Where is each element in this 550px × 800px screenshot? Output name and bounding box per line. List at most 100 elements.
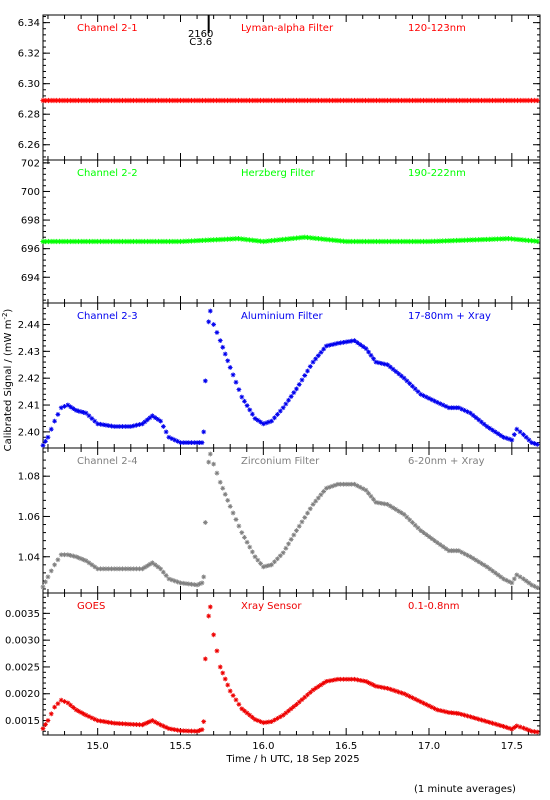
data-point xyxy=(175,238,181,245)
data-point xyxy=(169,97,175,104)
data-point xyxy=(178,580,183,586)
data-point xyxy=(65,402,71,408)
data-point xyxy=(166,726,172,731)
data-point xyxy=(415,97,421,104)
data-point xyxy=(197,97,203,104)
data-point xyxy=(434,97,440,104)
data-point xyxy=(525,237,532,244)
data-point xyxy=(161,97,167,104)
data-point xyxy=(78,409,84,415)
data-point xyxy=(453,548,459,554)
data-point xyxy=(241,236,247,242)
data-point xyxy=(183,440,189,446)
data-point xyxy=(373,97,380,104)
data-point xyxy=(511,432,517,437)
data-point xyxy=(155,416,161,422)
data-point xyxy=(199,727,205,733)
data-point xyxy=(230,97,236,104)
data-point xyxy=(252,554,258,560)
data-point xyxy=(211,461,217,467)
data-point xyxy=(208,97,214,104)
data-point xyxy=(451,405,457,411)
data-point xyxy=(492,721,498,727)
data-point xyxy=(134,722,140,727)
data-point xyxy=(470,556,476,561)
data-point xyxy=(338,481,344,487)
data-point xyxy=(133,97,139,104)
data-point xyxy=(401,691,407,697)
data-point xyxy=(158,418,164,424)
data-point xyxy=(137,422,142,427)
data-point xyxy=(142,238,148,245)
data-point xyxy=(48,97,54,104)
data-point xyxy=(479,419,484,425)
data-point xyxy=(128,721,134,727)
data-point xyxy=(147,719,153,725)
data-point xyxy=(142,97,148,104)
data-point xyxy=(186,728,192,734)
data-point xyxy=(299,234,305,241)
data-point xyxy=(354,238,360,245)
data-point xyxy=(194,238,200,244)
data-point xyxy=(421,530,426,535)
data-point xyxy=(354,97,360,104)
data-point xyxy=(40,726,46,731)
data-point xyxy=(62,699,67,704)
data-point xyxy=(410,695,415,701)
data-point xyxy=(70,406,76,412)
data-point xyxy=(487,425,493,431)
data-point xyxy=(503,435,509,441)
data-point xyxy=(404,514,410,520)
data-point xyxy=(70,238,76,245)
data-point xyxy=(45,574,51,580)
data-point xyxy=(147,561,153,567)
data-point xyxy=(175,727,181,733)
data-point xyxy=(114,238,120,245)
data-point xyxy=(506,579,512,584)
data-point xyxy=(269,238,275,244)
data-point xyxy=(219,97,225,104)
y-tick-label: 0.0025 xyxy=(5,662,40,673)
panel-frame xyxy=(42,592,541,736)
data-point xyxy=(360,486,366,492)
data-point xyxy=(153,97,159,104)
data-point xyxy=(194,440,200,446)
data-point xyxy=(206,459,212,465)
data-point xyxy=(371,238,377,245)
flare-label-class: C3.6 xyxy=(189,37,212,48)
data-point xyxy=(172,727,178,733)
data-point xyxy=(73,238,79,245)
data-point xyxy=(299,97,305,104)
data-point xyxy=(484,97,490,104)
data-point xyxy=(468,714,473,720)
data-point xyxy=(166,576,172,582)
data-point xyxy=(43,438,48,444)
x-tick-label: 15.0 xyxy=(87,741,109,752)
data-point xyxy=(368,352,374,358)
data-point xyxy=(470,97,476,104)
data-point xyxy=(324,236,330,243)
data-point xyxy=(125,97,131,104)
data-point xyxy=(315,97,322,104)
series-ch24 xyxy=(40,451,540,591)
data-point xyxy=(84,238,90,245)
panels-group: 6.26 6.28 6.30 6.32 6.34 Channel 2-1 Lyman-alp… xyxy=(5,14,541,752)
data-point xyxy=(202,378,208,384)
data-point xyxy=(341,481,346,487)
data-point xyxy=(186,238,192,244)
data-point xyxy=(222,97,228,104)
data-point xyxy=(379,361,385,366)
data-point xyxy=(426,395,432,401)
data-point xyxy=(429,97,435,104)
data-point xyxy=(180,440,186,446)
y-tick-label: 6.30 xyxy=(18,79,40,90)
data-point xyxy=(40,442,46,448)
data-point xyxy=(233,379,239,385)
data-point xyxy=(521,576,526,582)
data-point xyxy=(503,236,509,242)
data-point xyxy=(373,683,379,689)
data-point xyxy=(247,407,253,413)
data-point xyxy=(205,97,211,104)
data-point xyxy=(98,718,103,724)
data-point xyxy=(534,585,540,591)
